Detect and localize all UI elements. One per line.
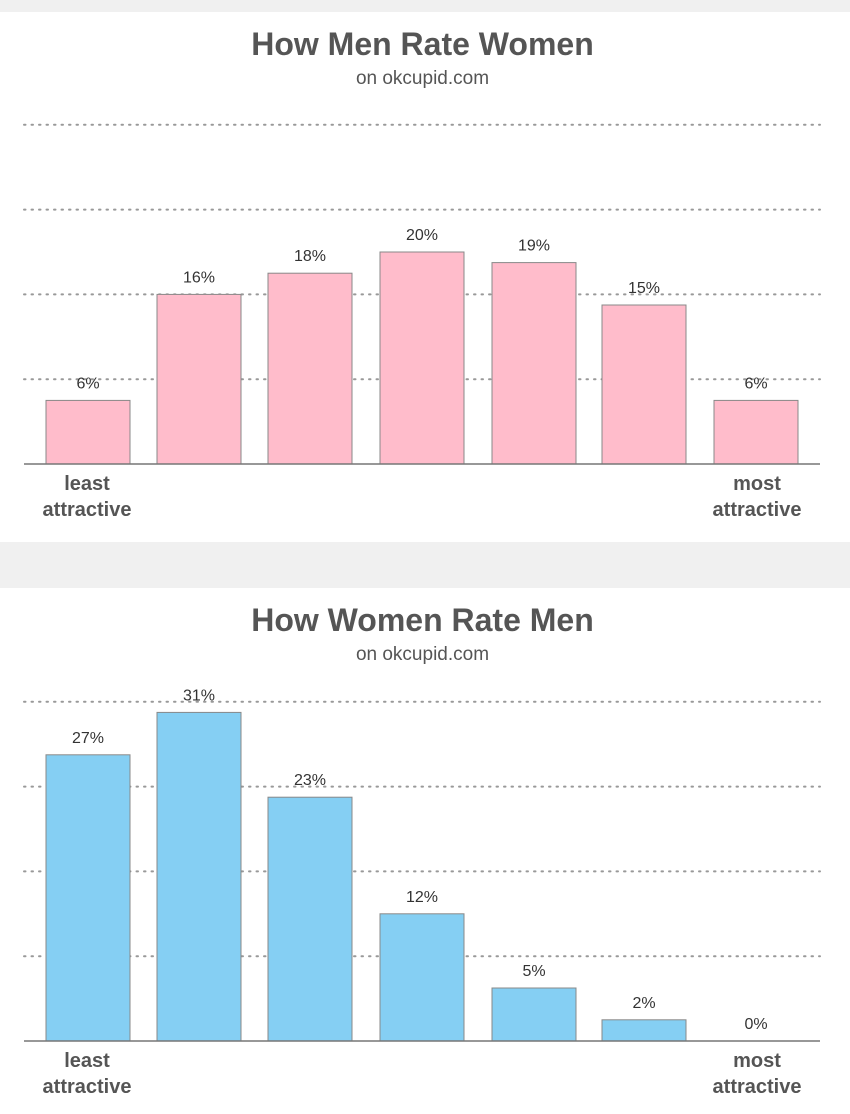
axis-end-label-left: least (64, 1050, 110, 1072)
bar (267, 796, 353, 1042)
bar (156, 711, 242, 1042)
bar (491, 262, 577, 465)
data-label: 2% (632, 995, 655, 1012)
data-label: 6% (76, 375, 99, 392)
bar (601, 304, 687, 465)
chart-subtitle: on okcupid.com (355, 68, 490, 89)
data-label: 18% (294, 248, 326, 265)
axis-end-label-left: least (64, 473, 110, 495)
axis-end-label-right: most (733, 473, 781, 495)
bar (491, 987, 577, 1042)
axis-end-label-left: attractive (43, 1076, 132, 1098)
data-label: 16% (183, 269, 215, 286)
bar (379, 913, 465, 1042)
bar (379, 251, 465, 465)
data-label: 20% (406, 227, 438, 244)
data-label: 19% (518, 238, 550, 255)
bar (601, 1019, 687, 1042)
chart-subtitle: on okcupid.com (355, 644, 490, 665)
axis-end-label-left: attractive (43, 499, 132, 521)
chart-title: How Men Rate Women (251, 26, 594, 62)
data-label: 15% (628, 280, 660, 297)
data-label: 5% (522, 963, 545, 980)
data-label: 0% (744, 1016, 767, 1033)
data-label: 12% (406, 889, 438, 906)
chart-plot-men-rate-women: 6% 16% 18% 20% 19% 15% 6% least attractive most at… (23, 123, 821, 521)
axis-end-label-right: attractive (713, 499, 802, 521)
data-label: 31% (183, 687, 215, 704)
bar (45, 754, 131, 1042)
data-label: 27% (72, 730, 104, 747)
axis-end-label-right: most (733, 1050, 781, 1072)
bar (156, 293, 242, 465)
axis-end-label-right: attractive (713, 1076, 802, 1098)
data-label: 6% (744, 375, 767, 392)
chart-title: How Women Rate Men (251, 602, 594, 638)
bar (45, 399, 131, 465)
bar (267, 272, 353, 465)
bar (713, 399, 799, 465)
data-label: 23% (294, 772, 326, 789)
